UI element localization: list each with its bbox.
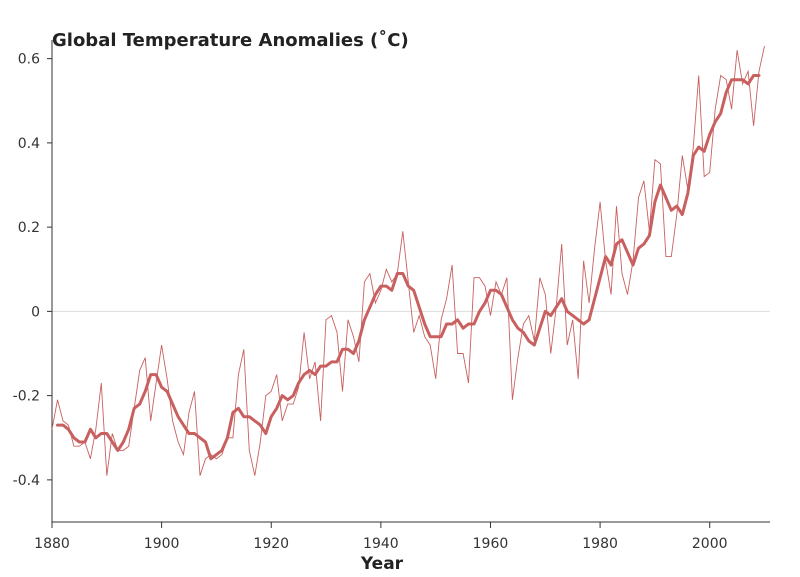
y-tick-label: 0.6 (18, 52, 40, 68)
y-tick-label: 0.4 (18, 136, 40, 152)
five-year-mean-line (56, 74, 761, 461)
x-tick-label: 2000 (692, 536, 728, 552)
x-tick-label: 1960 (473, 536, 509, 552)
y-axis: -0.4 -0.2 0 0.2 0.4 0.6 (13, 40, 53, 522)
x-tick-label: 1900 (144, 536, 180, 552)
x-tick-label: 1920 (253, 536, 289, 552)
chart-title: Global Temperature Anomalies (˚C) (52, 29, 409, 51)
annual-anomaly-line (51, 45, 765, 476)
x-tick-label: 1940 (363, 536, 399, 552)
x-tick-label: 1980 (582, 536, 618, 552)
y-tick-label: -0.2 (13, 389, 40, 405)
x-axis: 1880 1900 1920 1940 1960 1980 2000 (34, 521, 770, 552)
x-axis-label: Year (360, 554, 404, 574)
x-tick-label: 1880 (34, 536, 70, 552)
y-tick-label: 0 (31, 304, 40, 320)
y-tick-label: -0.4 (13, 473, 40, 489)
y-tick-label: 0.2 (18, 220, 40, 236)
